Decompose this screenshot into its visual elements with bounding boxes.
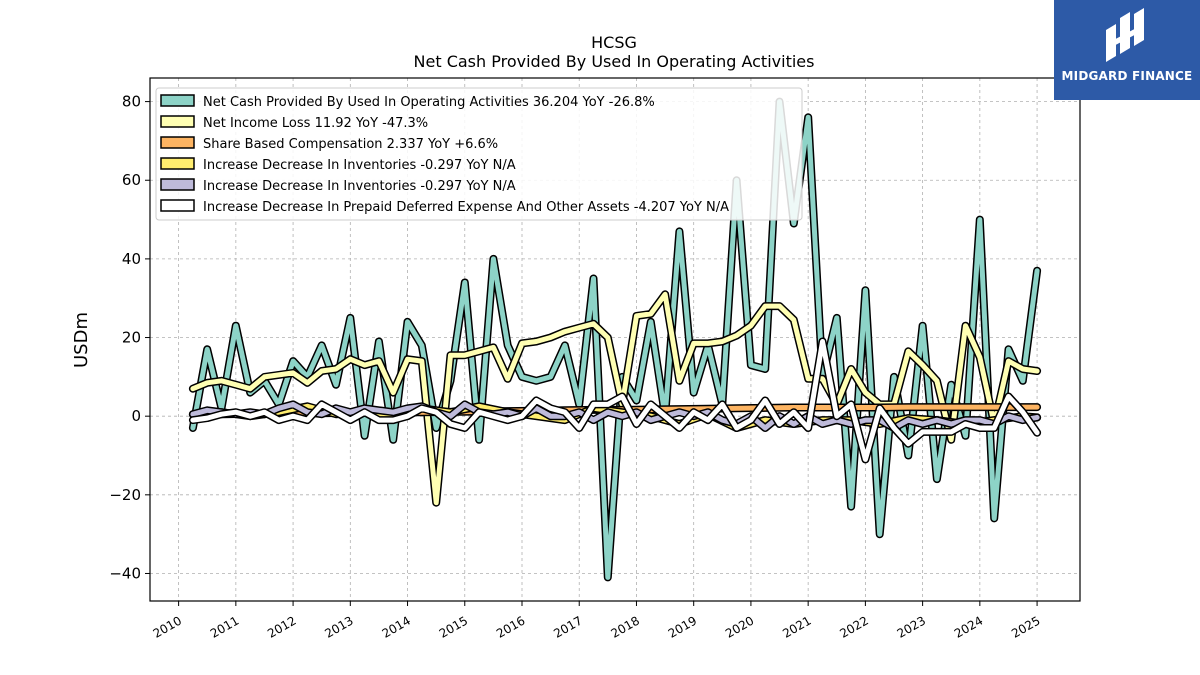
axes: −40 −20 0 20 40 60 80 2010 2011 2012 2013 2014 2015 2… bbox=[109, 93, 1042, 641]
legend: Net Cash Provided By Used In Operating A… bbox=[155, 87, 803, 221]
legend-entry-2: Share Based Compensation 2.337 YoY +6.6% bbox=[203, 137, 498, 152]
x-tick-label: 2011 bbox=[208, 613, 241, 640]
x-tick-label: 2019 bbox=[666, 613, 699, 640]
legend-entry-5: Increase Decrease In Prepaid Deferred Ex… bbox=[203, 200, 729, 215]
legend-entry-3: Increase Decrease In Inventories -0.297 … bbox=[203, 158, 516, 173]
y-axis-label: USDm bbox=[71, 312, 92, 368]
y-tick-label: 0 bbox=[131, 407, 141, 425]
y-tick-label: 20 bbox=[122, 329, 141, 347]
series-line-5 bbox=[190, 339, 1040, 462]
x-tick-label: 2010 bbox=[151, 613, 184, 640]
legend-entry-4: Increase Decrease In Inventories -0.297 … bbox=[203, 179, 516, 194]
x-tick-label: 2016 bbox=[494, 613, 527, 640]
y-tick-label: −20 bbox=[109, 486, 141, 504]
y-tick-label: 40 bbox=[122, 250, 141, 268]
legend-swatch-0 bbox=[160, 94, 195, 107]
chart-title: HCSG bbox=[591, 33, 637, 52]
midgard-finance-logo: MIDGARD FINANCE bbox=[1054, 0, 1200, 100]
y-tick-label: 60 bbox=[122, 171, 141, 189]
midgard-monogram-icon bbox=[1106, 8, 1144, 62]
x-tick-label: 2025 bbox=[1009, 613, 1042, 640]
x-tick-label: 2021 bbox=[780, 613, 813, 640]
legend-swatch-2 bbox=[160, 136, 195, 149]
y-tick-label: −40 bbox=[109, 564, 141, 582]
x-tick-label: 2014 bbox=[380, 613, 413, 640]
legend-swatch-5 bbox=[160, 199, 195, 212]
x-tick-label: 2020 bbox=[723, 613, 756, 640]
legend-swatch-1 bbox=[160, 115, 195, 128]
logo-text: MIDGARD FINANCE bbox=[1061, 69, 1193, 83]
y-tick-label: 80 bbox=[122, 93, 141, 111]
legend-entry-1: Net Income Loss 11.92 YoY -47.3% bbox=[203, 116, 428, 131]
plot-frame bbox=[149, 77, 1081, 602]
x-tick-label: 2023 bbox=[895, 613, 928, 640]
legend-swatch-3 bbox=[160, 157, 195, 170]
series-line-1 bbox=[190, 291, 1040, 506]
legend-swatch-4 bbox=[160, 178, 195, 191]
x-tick-label: 2012 bbox=[265, 613, 298, 640]
x-tick-label: 2024 bbox=[952, 613, 985, 640]
x-tick-label: 2017 bbox=[551, 613, 584, 640]
legend-entry-0: Net Cash Provided By Used In Operating A… bbox=[203, 95, 655, 110]
x-tick-label: 2022 bbox=[837, 613, 870, 640]
x-tick-label: 2018 bbox=[609, 613, 642, 640]
chart-subtitle: Net Cash Provided By Used In Operating A… bbox=[414, 52, 815, 71]
x-tick-label: 2015 bbox=[437, 613, 470, 640]
series-layer bbox=[188, 97, 1042, 582]
x-tick-label: 2013 bbox=[322, 613, 355, 640]
legend-box bbox=[155, 87, 803, 221]
